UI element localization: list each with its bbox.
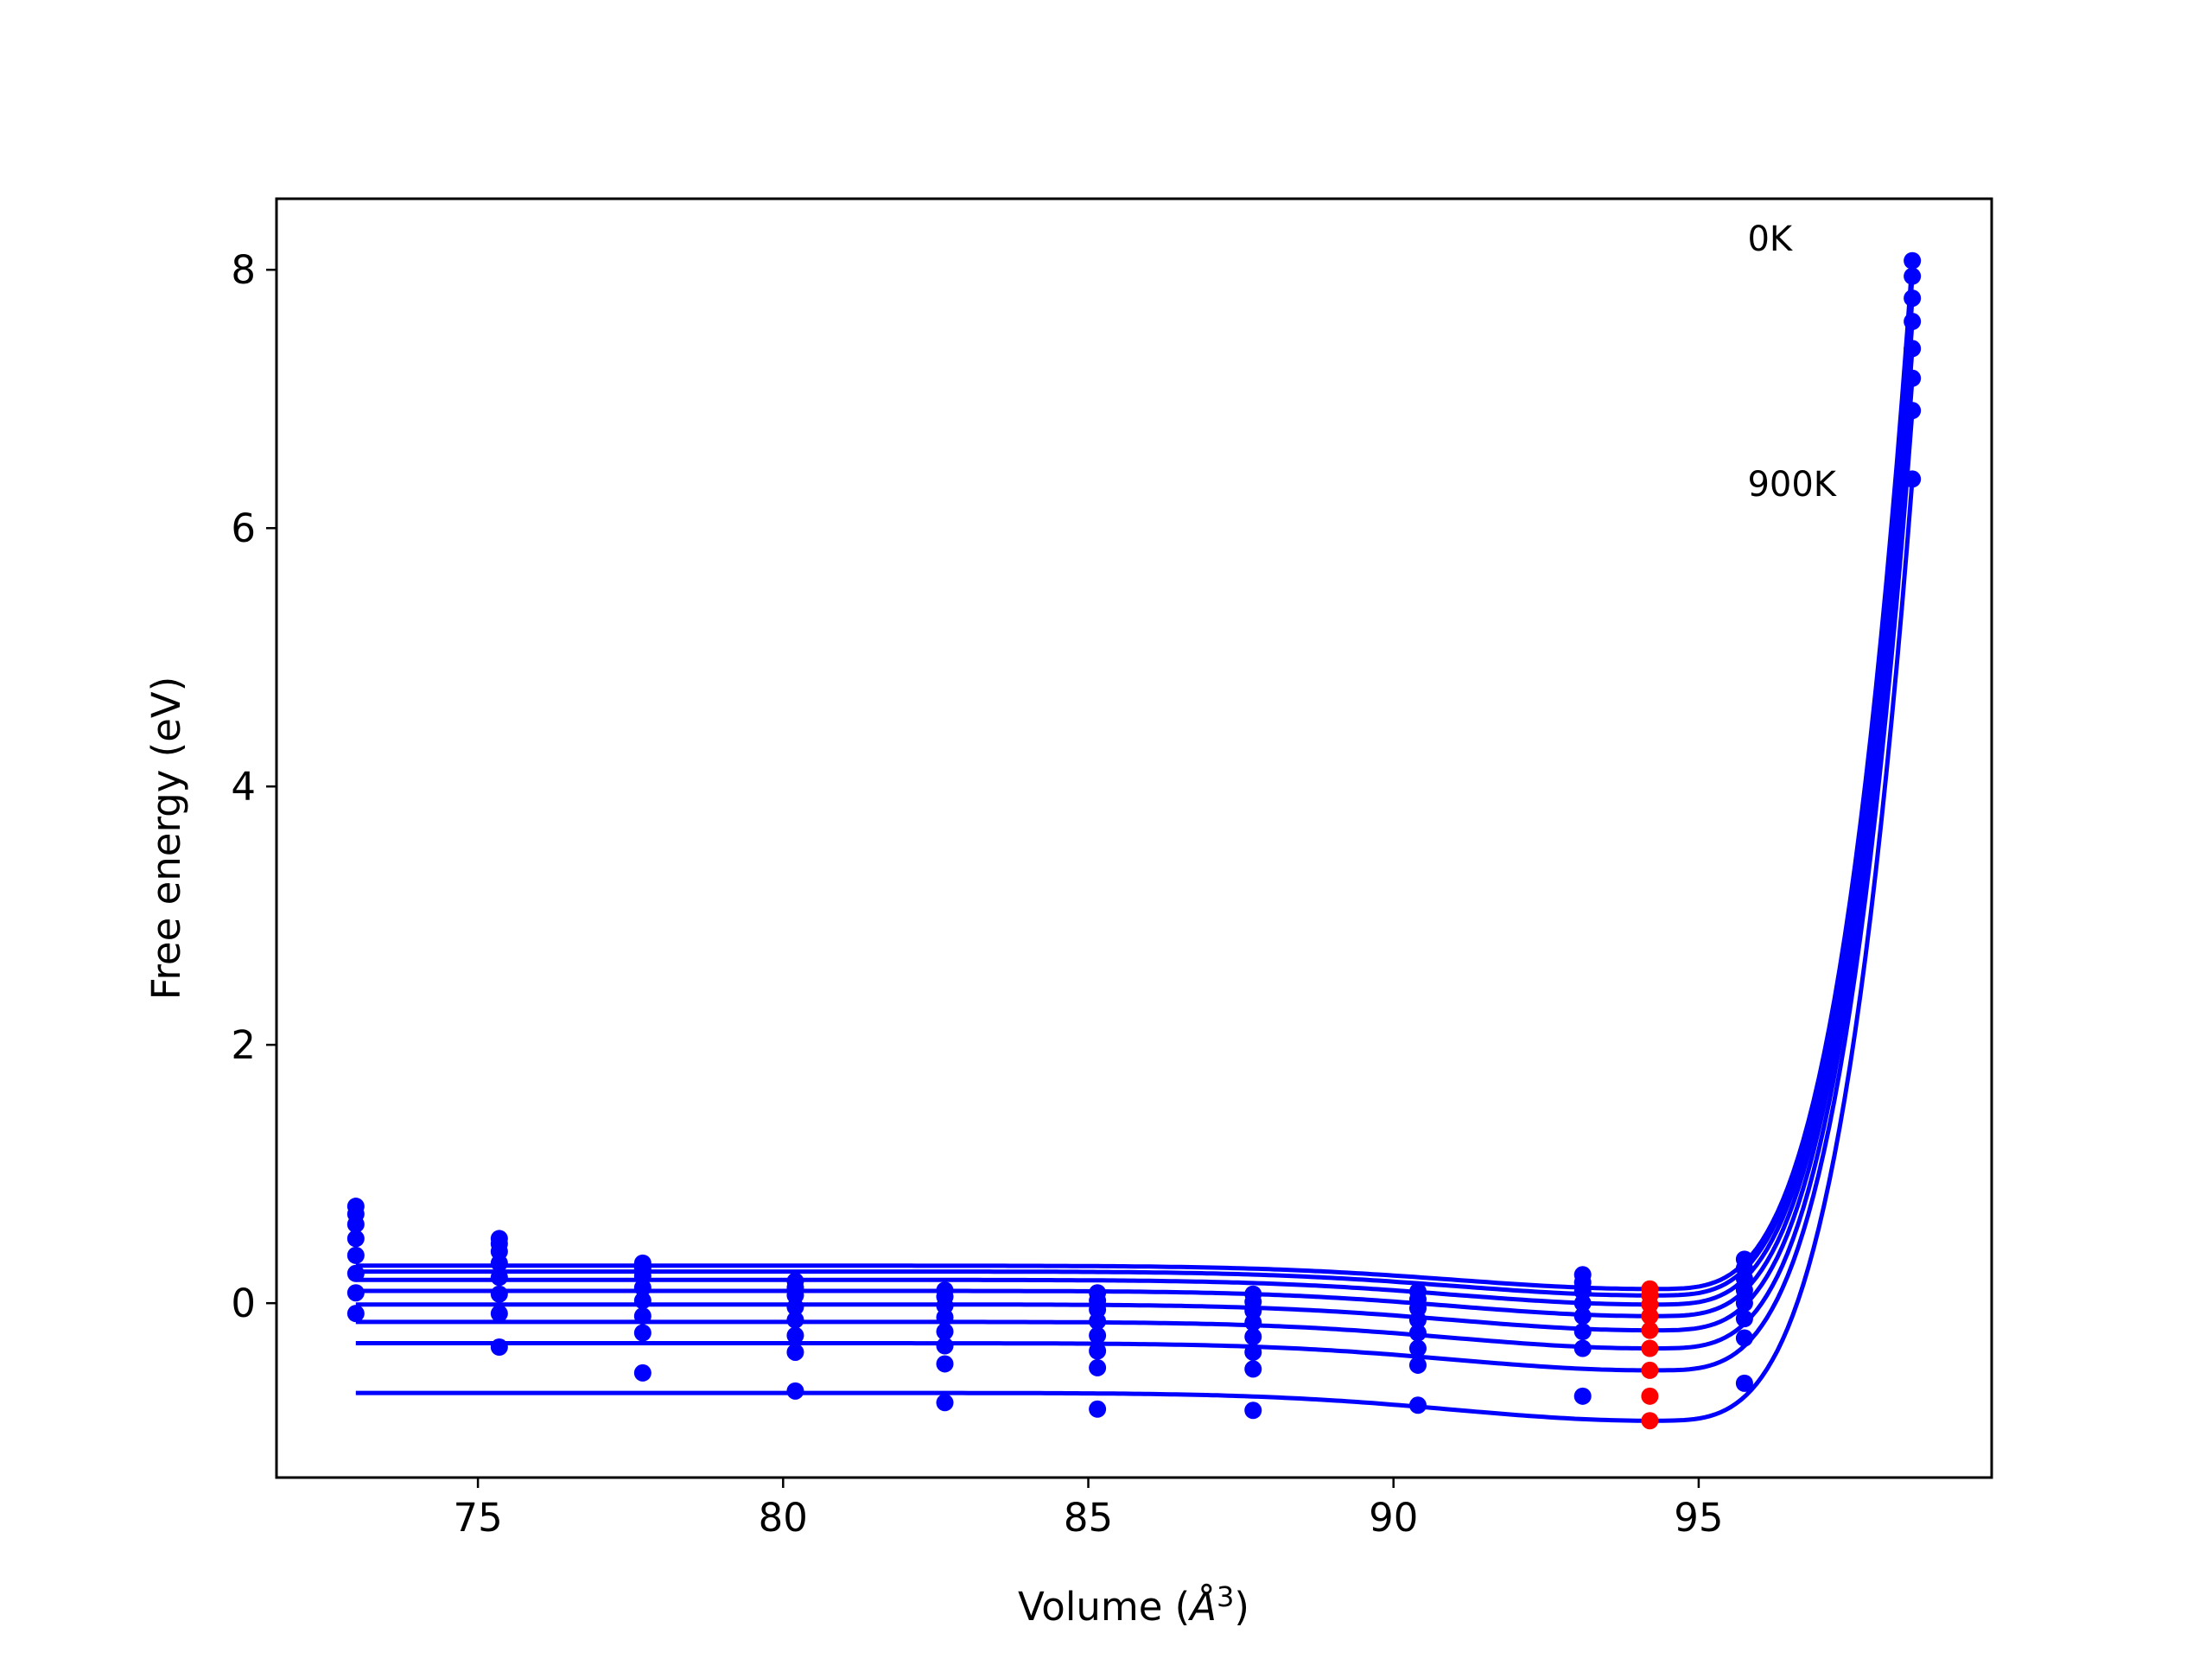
data-point (1904, 470, 1922, 488)
data-point (1408, 1356, 1427, 1374)
x-axis-label-exponent: 3 (1217, 1580, 1234, 1613)
minimum-point (1641, 1387, 1659, 1405)
data-point (786, 1311, 804, 1329)
data-point (1089, 1313, 1107, 1331)
plot-frame (275, 197, 1993, 1479)
y-tick-label: 2 (231, 1022, 256, 1068)
data-point (1735, 1329, 1753, 1347)
data-point (633, 1307, 652, 1325)
minimum-point (1641, 1361, 1659, 1379)
annotation-group: 0K 900K (1747, 219, 1837, 505)
data-point (1089, 1342, 1107, 1360)
data-point (1904, 267, 1922, 285)
data-point (1408, 1324, 1427, 1342)
minimum-point (1641, 1412, 1659, 1430)
data-point (1244, 1402, 1262, 1420)
data-point (1573, 1339, 1592, 1357)
data-point (1735, 1374, 1753, 1392)
data-point (936, 1337, 954, 1355)
data-point (1573, 1294, 1592, 1313)
data-point (1904, 340, 1922, 358)
data-point (936, 1394, 954, 1412)
x-tick-label: 90 (1369, 1495, 1418, 1541)
data-point (786, 1382, 804, 1400)
data-point (1244, 1328, 1262, 1346)
data-point (633, 1279, 652, 1297)
data-point (1244, 1313, 1262, 1332)
temperature-annotation: 0K (1747, 219, 1793, 259)
y-tick-label: 4 (231, 764, 256, 810)
data-point (1904, 369, 1922, 387)
y-axis-label: Free energy (eV) (143, 677, 189, 1000)
data-point (1904, 402, 1922, 420)
y-tick-label: 8 (231, 247, 256, 293)
data-point (786, 1326, 804, 1344)
minima-group (1641, 1280, 1659, 1430)
data-point (1573, 1323, 1592, 1341)
x-tick-label: 95 (1674, 1495, 1723, 1541)
data-point (490, 1285, 508, 1303)
data-point (1904, 251, 1922, 270)
data-point (633, 1292, 652, 1310)
y-axis-ticks: 0 2 4 6 8 (231, 247, 276, 1326)
x-tick-label: 85 (1064, 1495, 1113, 1541)
x-axis-label-close: ) (1234, 1584, 1249, 1630)
data-point (490, 1305, 508, 1323)
data-point (1735, 1310, 1753, 1328)
data-point (346, 1230, 365, 1248)
x-axis-label-unit: Å (1187, 1584, 1217, 1630)
data-point (346, 1305, 365, 1323)
data-point (490, 1254, 508, 1272)
y-tick-label: 6 (231, 505, 256, 551)
minimum-point (1641, 1307, 1659, 1325)
data-point (1573, 1387, 1592, 1405)
data-point (936, 1323, 954, 1341)
x-tick-label: 80 (759, 1495, 808, 1541)
data-point (1904, 313, 1922, 331)
x-axis-label: Volume (Å3) (1018, 1580, 1249, 1630)
data-point (936, 1355, 954, 1373)
data-point (346, 1215, 365, 1233)
data-point (1089, 1358, 1107, 1376)
minimum-point (1641, 1321, 1659, 1339)
y-tick-label: 0 (231, 1281, 256, 1326)
data-point (346, 1246, 365, 1264)
data-point (1089, 1326, 1107, 1344)
data-point (1244, 1360, 1262, 1378)
temperature-annotation: 900K (1747, 465, 1837, 505)
data-point (786, 1343, 804, 1361)
data-point (1904, 289, 1922, 308)
data-point (346, 1284, 365, 1302)
x-axis-ticks: 75 80 85 90 95 (453, 1478, 1724, 1541)
point-group (346, 251, 1922, 1420)
data-point (633, 1324, 652, 1342)
data-point (1735, 1281, 1753, 1300)
data-point (346, 1264, 365, 1282)
x-axis-label-text: Volume ( (1018, 1584, 1190, 1630)
data-point (1089, 1400, 1107, 1418)
data-point (490, 1268, 508, 1287)
minimum-point (1641, 1339, 1659, 1357)
data-point (936, 1308, 954, 1326)
data-point (633, 1363, 652, 1382)
data-point (1573, 1307, 1592, 1325)
data-point (1244, 1343, 1262, 1361)
x-tick-label: 75 (453, 1495, 502, 1541)
data-point (1408, 1339, 1427, 1357)
data-point (1735, 1294, 1753, 1313)
data-point (490, 1338, 508, 1357)
data-point (1408, 1311, 1427, 1329)
data-point (1408, 1396, 1427, 1414)
data-point (786, 1298, 804, 1316)
